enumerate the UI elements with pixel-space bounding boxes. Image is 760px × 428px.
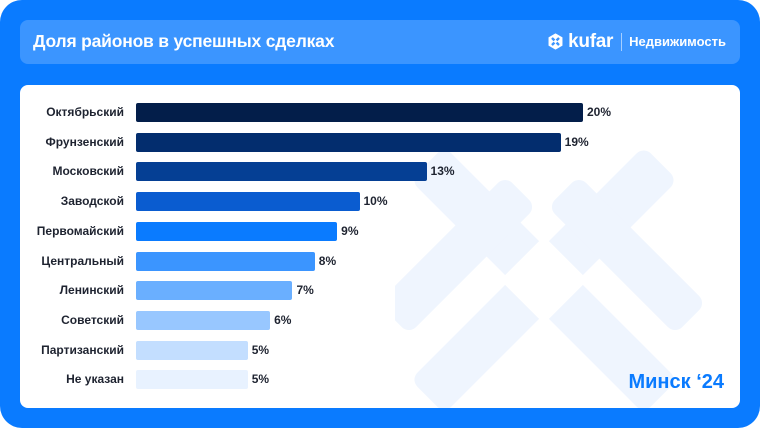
bar-row: Центральный 8% [20,251,740,272]
value-label: 6% [274,312,292,327]
bar [136,281,293,301]
category-label: Партизанский [41,342,124,357]
value-label: 5% [251,342,270,357]
header-bar: Доля районов в успешных сделках kufar Не… [20,20,740,64]
bar [136,103,583,122]
bar-row: Заводской 10% [20,192,740,212]
bar-row: Первомайский 9% [20,221,740,242]
bar-row: Не указан 5% [20,370,740,390]
bar-row: Советский 6% [20,310,740,331]
value-label: 7% [296,283,314,298]
bar-row: Московский 13% [20,162,740,182]
value-label: 5% [251,372,270,387]
value-label: 9% [341,223,359,238]
chart-panel: Октябрьский 20% Фрунзенский 19% Московский 13… [20,85,740,408]
category-label: Фрунзенский [45,134,125,149]
bar [136,132,561,152]
bar-row: Фрунзенский 19% [20,132,740,153]
category-label: Советский [61,312,124,327]
chart-title: Доля районов в успешных сделках [33,31,335,51]
bar-row: Октябрьский 20% [20,103,740,123]
bar [136,162,427,182]
bar [136,221,338,241]
category-label: Центральный [41,253,124,268]
brand-logo-text: kufar [568,31,614,52]
bar-row: Партизанский 5% [20,340,740,361]
category-label: Заводской [60,194,124,209]
category-label: Первомайский [36,223,124,238]
brand-divider [621,32,623,51]
watermark-snowflake-icon [395,150,703,408]
bar [136,370,248,390]
value-label: 10% [363,194,388,209]
category-label: Октябрьский [46,105,124,119]
bar [136,340,248,360]
category-label: Ленинский [59,283,124,298]
value-label: 13% [430,164,455,179]
city-year-label: Минск ‘24 [628,371,724,393]
value-label: 8% [318,253,337,268]
brand-section: Недвижимость [629,34,726,49]
bar [136,192,360,212]
bar-chart: Октябрьский 20% Фрунзенский 19% Московский 13… [20,85,740,408]
value-label: 19% [564,134,589,149]
bar [136,310,271,330]
bar [136,251,315,271]
bar-row: Ленинский 7% [20,281,740,301]
category-label: Не указан [66,372,124,387]
value-label: 20% [587,105,612,119]
kufar-snowflake-icon [548,33,563,50]
category-label: Московский [52,164,124,179]
brand-block: kufar Недвижимость [547,32,726,51]
